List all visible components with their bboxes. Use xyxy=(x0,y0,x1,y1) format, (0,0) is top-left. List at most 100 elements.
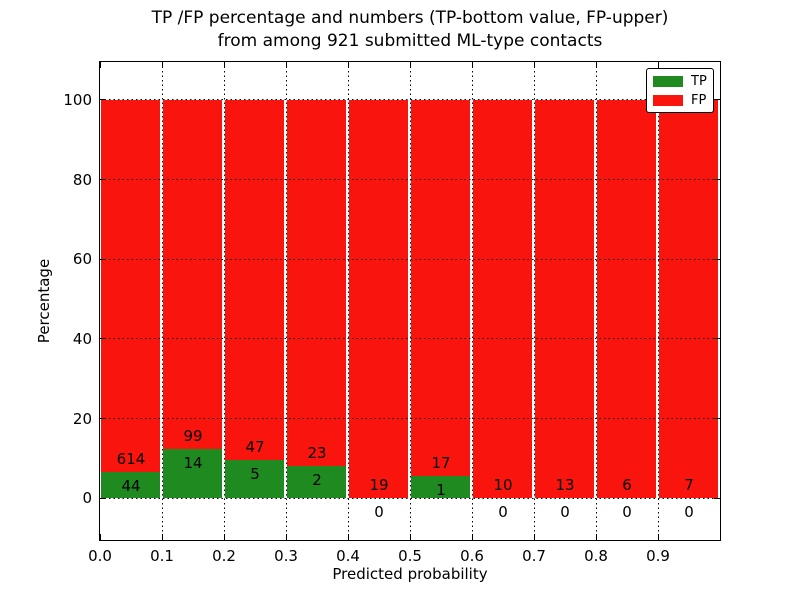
x-axis-tick-top xyxy=(533,62,535,68)
x-axis-tick-top xyxy=(223,62,225,68)
x-tick-label: 0.7 xyxy=(522,547,546,565)
legend-row-fp: FP xyxy=(653,93,713,108)
y-tick-label: 80 xyxy=(72,170,92,189)
tp-count-label: 0 xyxy=(498,503,508,522)
bar-tp xyxy=(163,448,222,499)
y-axis-tick xyxy=(100,99,106,101)
gridline-vertical xyxy=(223,62,225,540)
x-axis-tick xyxy=(161,534,163,540)
bar-fp xyxy=(287,99,346,467)
gridline-horizontal xyxy=(100,338,720,340)
gridline-horizontal xyxy=(100,418,720,419)
fp-count-label: 23 xyxy=(307,444,327,463)
x-tick-label: 0.6 xyxy=(460,547,484,565)
legend: TP FP xyxy=(646,68,714,113)
x-axis-tick xyxy=(285,534,287,540)
y-axis-tick xyxy=(100,418,106,419)
x-axis-tick-top xyxy=(657,62,659,68)
bar-fp xyxy=(473,99,532,499)
gridline-vertical xyxy=(471,62,473,540)
fp-count-label: 17 xyxy=(431,454,451,473)
x-tick-label: 0.1 xyxy=(150,547,174,565)
x-axis-tick-top xyxy=(347,62,349,68)
y-axis-tick-right xyxy=(714,418,720,419)
x-axis-tick xyxy=(657,534,659,540)
tp-count-label: 0 xyxy=(622,503,632,522)
bar-fp xyxy=(597,99,656,499)
x-axis-tick xyxy=(533,534,535,540)
gridline-vertical xyxy=(533,62,535,540)
y-tick-label: 20 xyxy=(72,409,92,428)
gridline-vertical xyxy=(657,62,659,540)
x-axis-tick-top xyxy=(409,62,411,68)
x-axis-tick-top xyxy=(471,62,473,68)
x-axis-tick xyxy=(99,534,101,540)
x-axis-tick-top xyxy=(99,62,101,68)
y-axis-tick-right xyxy=(714,99,720,101)
bar-fp xyxy=(411,99,470,477)
y-tick-label: 60 xyxy=(72,250,92,269)
x-axis-tick xyxy=(347,534,349,540)
bar-tp xyxy=(225,459,284,499)
fp-count-label: 614 xyxy=(116,449,146,468)
x-axis-tick xyxy=(223,534,225,540)
bar-fp xyxy=(535,99,594,499)
y-axis-tick-right xyxy=(714,179,720,180)
x-axis-tick-top xyxy=(285,62,287,68)
x-tick-label: 0.3 xyxy=(274,547,298,565)
x-axis-label: Predicted probability xyxy=(332,565,488,583)
tp-count-label: 14 xyxy=(183,453,203,472)
bar-fp xyxy=(101,99,160,472)
y-axis-tick xyxy=(100,497,106,499)
x-tick-label: 0.4 xyxy=(336,547,360,565)
x-tick-label: 0.2 xyxy=(212,547,236,565)
y-axis-tick xyxy=(100,338,106,340)
legend-swatch-tp xyxy=(653,75,683,87)
y-tick-label: 0 xyxy=(82,489,92,508)
y-axis-tick xyxy=(100,179,106,180)
gridline-horizontal xyxy=(100,258,720,260)
legend-label-fp: FP xyxy=(691,92,707,108)
x-axis-tick xyxy=(595,534,597,540)
y-axis-tick xyxy=(100,258,106,260)
y-axis-tick-right xyxy=(714,497,720,499)
tp-count-label: 0 xyxy=(374,503,384,522)
x-axis-tick-top xyxy=(161,62,163,68)
gridline-vertical xyxy=(285,62,287,540)
bar-fp xyxy=(225,99,284,460)
x-tick-label: 0.8 xyxy=(584,547,608,565)
tp-count-label: 44 xyxy=(121,476,141,495)
y-axis-tick-right xyxy=(714,338,720,340)
fp-count-label: 99 xyxy=(183,426,203,445)
y-tick-label: 40 xyxy=(72,329,92,348)
y-tick-label: 100 xyxy=(63,90,92,109)
gridline-horizontal xyxy=(100,179,720,180)
fp-count-label: 10 xyxy=(493,476,513,495)
bar-fp xyxy=(163,99,222,449)
x-tick-label: 0.5 xyxy=(398,547,422,565)
x-axis-tick xyxy=(471,534,473,540)
fp-count-label: 6 xyxy=(622,476,632,495)
legend-swatch-fp xyxy=(653,94,683,106)
fp-count-label: 19 xyxy=(369,476,389,495)
fp-count-label: 47 xyxy=(245,437,265,456)
x-tick-label: 0.9 xyxy=(646,547,670,565)
plot-area: 614 44 99 14 47 5 23 2 19 0 17 1 10 0 13 0 6 0 7 0 xyxy=(99,61,721,541)
fp-count-label: 13 xyxy=(555,476,575,495)
bar-tp xyxy=(101,471,160,499)
tp-count-label: 1 xyxy=(436,481,446,500)
tp-count-label: 2 xyxy=(312,471,322,490)
y-axis-tick-right xyxy=(714,258,720,260)
tp-count-label: 0 xyxy=(560,503,570,522)
bar-tp xyxy=(287,466,346,499)
chart-title: TP /FP percentage and numbers (TP-bottom… xyxy=(100,7,720,53)
gridline-vertical xyxy=(409,62,411,540)
legend-row-tp: TP xyxy=(653,74,713,89)
x-axis-tick-top xyxy=(595,62,597,68)
gridline-vertical xyxy=(347,62,349,540)
gridline-horizontal xyxy=(100,99,720,101)
x-axis-tick xyxy=(409,534,411,540)
bar-tp xyxy=(411,476,470,499)
gridline-vertical xyxy=(595,62,597,540)
